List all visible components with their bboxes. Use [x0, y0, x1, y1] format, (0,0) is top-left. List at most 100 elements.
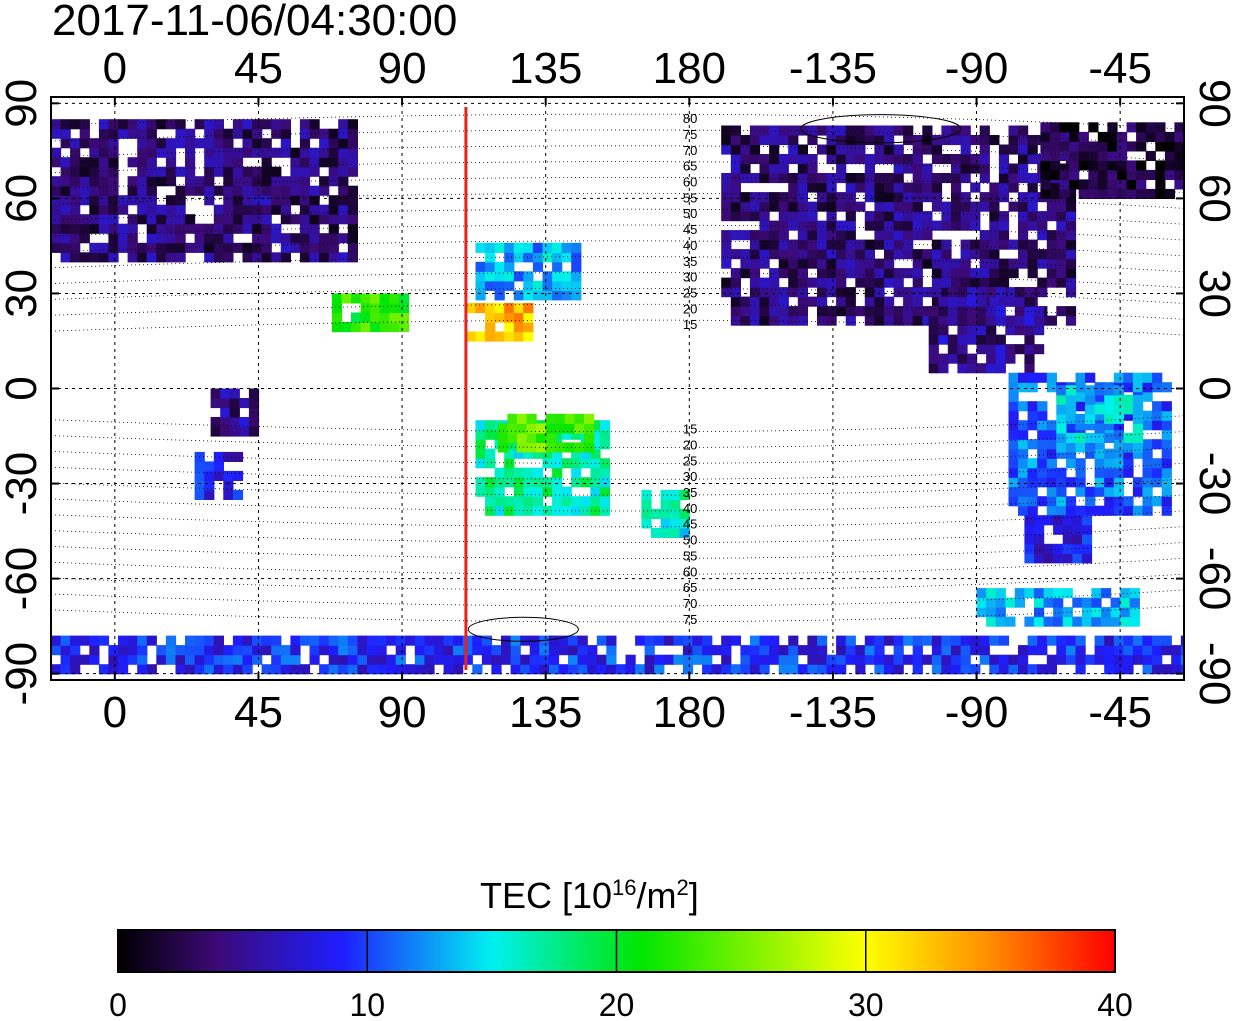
tec-cell — [561, 505, 572, 516]
tec-cell — [475, 280, 486, 291]
tec-cell — [252, 654, 263, 665]
tec-cell — [414, 635, 425, 646]
tec-cell — [864, 635, 875, 646]
tec-cell — [347, 204, 358, 215]
tec-cell — [721, 182, 732, 193]
tec-cell — [673, 635, 684, 646]
tec-cell — [590, 420, 601, 431]
tec-cell — [1056, 477, 1067, 488]
tec-cell — [299, 233, 311, 244]
tec-cell — [845, 287, 856, 298]
tec-cell — [523, 242, 534, 253]
tec-cell — [807, 201, 818, 212]
tec-cell — [1018, 401, 1029, 412]
tec-cell — [903, 249, 914, 260]
tec-cell — [922, 182, 933, 193]
tec-cell — [893, 239, 904, 250]
tec-cell — [951, 182, 962, 193]
tec-cell — [1136, 179, 1147, 190]
tec-cell — [571, 252, 582, 263]
tec-cell — [1027, 635, 1038, 646]
tec-cell — [299, 176, 311, 187]
tec-cell — [347, 233, 358, 244]
tec-cell — [1081, 534, 1093, 545]
tec-cell — [175, 214, 186, 225]
tec-cell — [679, 508, 690, 519]
tec-cell — [462, 635, 473, 646]
tec-cell — [1034, 553, 1045, 564]
tec-cell — [797, 163, 808, 174]
tec-cell — [644, 654, 655, 665]
tec-cell — [414, 645, 425, 656]
tec-cell — [931, 239, 943, 250]
tec-cell — [922, 315, 933, 326]
tec-cell — [1065, 287, 1077, 298]
tec-cell — [1126, 179, 1137, 190]
tec-region-patagonia — [1024, 515, 1093, 564]
tec-cell — [127, 128, 138, 139]
tec-cell — [1005, 353, 1016, 364]
tec-cell — [730, 135, 741, 146]
tec-cell — [494, 312, 505, 323]
tec-cell — [778, 201, 789, 212]
tec-cell — [1129, 616, 1140, 627]
tec-cell — [1194, 151, 1204, 161]
tec-cell — [338, 195, 349, 206]
tec-cell — [1107, 169, 1118, 180]
tec-cell — [1024, 363, 1035, 374]
tec-cell — [347, 645, 358, 656]
tec-cell — [797, 287, 808, 298]
tec-cell — [845, 154, 856, 165]
tec-cell — [1046, 249, 1057, 260]
tec-cell — [185, 157, 196, 168]
tec-cell — [749, 192, 761, 203]
tec-cell — [947, 315, 958, 326]
tec-cell — [290, 185, 301, 196]
tec-cell — [740, 192, 751, 203]
tec-cell — [979, 645, 990, 656]
tec-cell — [967, 363, 978, 374]
tec-cell — [960, 135, 971, 146]
tec-cell — [1155, 141, 1166, 152]
tec-cell — [584, 413, 595, 424]
tec-cell — [1104, 654, 1115, 665]
tec-cell — [967, 287, 978, 298]
tec-cell — [1037, 372, 1048, 383]
tec-cell — [912, 230, 923, 241]
tec-cell — [1132, 635, 1144, 646]
tec-cell — [1034, 588, 1045, 599]
tec-cell — [532, 448, 544, 459]
tec-cell — [941, 239, 952, 250]
tec-cell — [1008, 268, 1019, 279]
tec-cell — [319, 664, 330, 675]
tec-cell — [874, 635, 885, 646]
tec-cell — [561, 458, 572, 469]
tec-cell — [60, 223, 71, 234]
tec-cell — [1037, 664, 1048, 675]
tec-cell — [204, 157, 215, 168]
tec-cell — [778, 287, 789, 298]
tec-cell — [931, 664, 943, 675]
tec-cell — [290, 166, 301, 177]
tec-cell — [1046, 258, 1057, 269]
tec-cell — [156, 138, 167, 149]
tec-cell — [788, 144, 799, 155]
tec-cell — [740, 154, 751, 165]
tec-cell — [328, 233, 339, 244]
tec-cell — [730, 635, 741, 646]
tec-cell — [338, 138, 349, 149]
tec-cell — [137, 119, 148, 130]
tec-cell — [584, 423, 595, 434]
tec-cell — [485, 312, 496, 323]
tec-cell — [1008, 372, 1019, 383]
tec-cell — [692, 645, 703, 656]
tec-cell — [204, 461, 215, 472]
tec-cell — [749, 664, 761, 675]
tec-cell — [1094, 654, 1105, 665]
tec-cell — [826, 287, 837, 298]
tec-cell — [1171, 645, 1182, 656]
tec-cell — [434, 645, 445, 656]
tec-cell — [89, 138, 100, 149]
tec-cell — [481, 635, 493, 646]
tec-cell — [319, 645, 330, 656]
